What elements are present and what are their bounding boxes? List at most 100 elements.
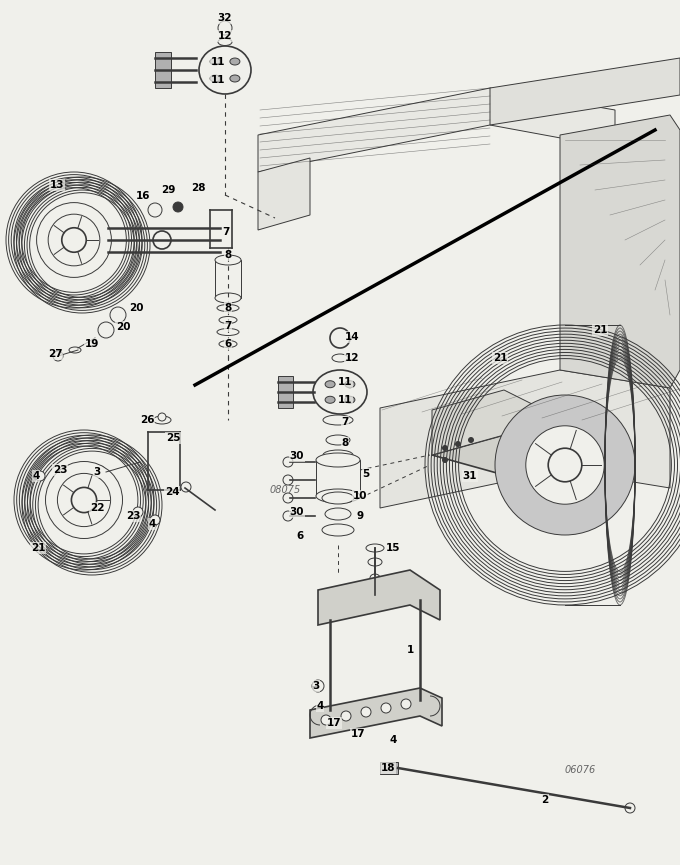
Ellipse shape — [219, 341, 237, 348]
Circle shape — [173, 202, 183, 212]
Circle shape — [153, 231, 171, 249]
Text: 16: 16 — [136, 191, 150, 201]
Text: 26: 26 — [140, 415, 154, 425]
Text: 23: 23 — [53, 465, 67, 475]
Polygon shape — [258, 158, 310, 230]
Circle shape — [218, 21, 232, 35]
Circle shape — [341, 711, 351, 721]
Circle shape — [442, 457, 448, 463]
Circle shape — [148, 203, 162, 217]
Ellipse shape — [199, 46, 251, 94]
Text: 28: 28 — [191, 183, 205, 193]
Circle shape — [495, 395, 635, 535]
Ellipse shape — [230, 75, 240, 82]
Text: 6: 6 — [224, 339, 232, 349]
Ellipse shape — [210, 75, 220, 82]
Text: 7: 7 — [224, 321, 232, 331]
Circle shape — [312, 680, 324, 692]
Ellipse shape — [366, 544, 384, 552]
Text: 30: 30 — [290, 451, 304, 461]
Bar — [316, 460, 360, 496]
Text: 8: 8 — [224, 250, 232, 260]
Ellipse shape — [325, 396, 335, 403]
Text: 30: 30 — [290, 507, 304, 517]
Circle shape — [548, 448, 582, 482]
Ellipse shape — [215, 255, 241, 265]
Circle shape — [110, 307, 126, 323]
Polygon shape — [490, 58, 680, 125]
Ellipse shape — [332, 354, 348, 362]
Ellipse shape — [322, 524, 354, 536]
Circle shape — [321, 715, 331, 725]
Text: 20: 20 — [116, 322, 131, 332]
Text: 22: 22 — [90, 503, 104, 513]
Ellipse shape — [218, 39, 232, 46]
Circle shape — [330, 328, 350, 348]
Text: 17: 17 — [351, 729, 365, 739]
Ellipse shape — [345, 381, 355, 388]
Circle shape — [283, 457, 293, 467]
Text: 31: 31 — [463, 471, 477, 481]
Text: 18: 18 — [381, 763, 395, 773]
Polygon shape — [432, 390, 544, 455]
Circle shape — [381, 703, 391, 713]
Text: 3: 3 — [312, 681, 320, 691]
Circle shape — [62, 227, 86, 253]
Ellipse shape — [210, 58, 220, 65]
Text: 4: 4 — [148, 519, 156, 529]
Polygon shape — [432, 435, 544, 475]
Bar — [215, 260, 241, 298]
Ellipse shape — [230, 58, 240, 65]
Ellipse shape — [370, 574, 380, 582]
Ellipse shape — [345, 396, 355, 403]
Text: 5: 5 — [362, 469, 370, 479]
Text: 13: 13 — [50, 180, 64, 190]
Ellipse shape — [323, 415, 353, 425]
Text: 25: 25 — [166, 433, 180, 443]
Ellipse shape — [325, 381, 335, 388]
Circle shape — [150, 515, 160, 525]
Ellipse shape — [215, 293, 241, 303]
Polygon shape — [380, 370, 670, 508]
Text: 06076: 06076 — [564, 765, 596, 775]
Text: 11: 11 — [211, 57, 225, 67]
Text: 24: 24 — [165, 487, 180, 497]
Text: 4: 4 — [316, 701, 324, 711]
Text: 8: 8 — [224, 303, 232, 313]
Text: 4: 4 — [390, 735, 396, 745]
Text: 27: 27 — [48, 349, 63, 359]
Circle shape — [283, 511, 293, 521]
Ellipse shape — [316, 453, 360, 467]
Ellipse shape — [323, 450, 353, 460]
Circle shape — [442, 445, 448, 451]
Text: 10: 10 — [353, 491, 367, 501]
Text: 3: 3 — [93, 467, 101, 477]
Text: 21: 21 — [31, 543, 46, 553]
Circle shape — [526, 426, 605, 504]
Circle shape — [158, 413, 166, 421]
Text: 1: 1 — [407, 645, 413, 655]
Text: 11: 11 — [338, 395, 352, 405]
Bar — [278, 376, 293, 408]
Text: 11: 11 — [338, 377, 352, 387]
Circle shape — [53, 351, 63, 361]
Bar — [380, 762, 398, 774]
Ellipse shape — [153, 416, 171, 424]
Text: 21: 21 — [593, 325, 607, 335]
Bar — [155, 52, 171, 88]
Circle shape — [283, 475, 293, 485]
Text: 08075: 08075 — [269, 485, 301, 495]
Polygon shape — [318, 570, 440, 625]
Text: 20: 20 — [129, 303, 143, 313]
Circle shape — [401, 699, 411, 709]
Text: 29: 29 — [160, 185, 175, 195]
Circle shape — [48, 215, 100, 266]
Circle shape — [71, 487, 97, 513]
Text: 4: 4 — [33, 471, 39, 481]
Text: 12: 12 — [218, 31, 233, 41]
Text: 17: 17 — [326, 718, 341, 728]
Text: 7: 7 — [341, 417, 349, 427]
Circle shape — [46, 462, 122, 539]
Text: 2: 2 — [541, 795, 549, 805]
Circle shape — [361, 707, 371, 717]
